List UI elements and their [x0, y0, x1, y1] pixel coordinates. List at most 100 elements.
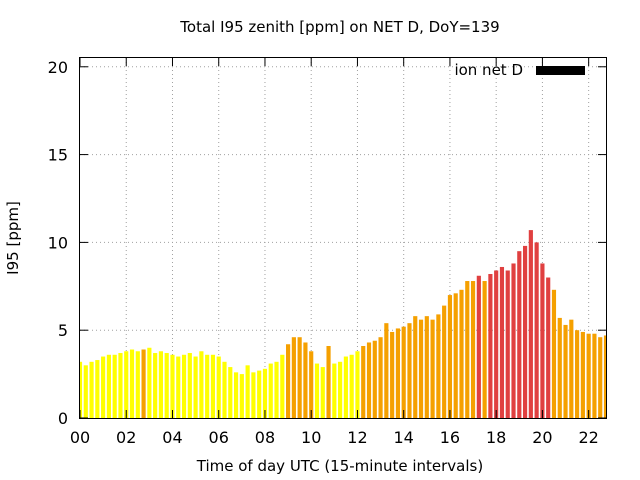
x-tick-label: 06 [209, 428, 229, 447]
bar [320, 367, 325, 418]
y-tick-label: 5 [58, 321, 68, 340]
bar [580, 331, 585, 418]
bar [517, 251, 522, 418]
bar [470, 281, 476, 418]
bar [332, 363, 337, 418]
legend-label: ion net D [454, 61, 523, 79]
bar [153, 353, 158, 418]
bar [118, 353, 123, 418]
x-tick-label: 02 [116, 428, 136, 447]
bar [355, 351, 360, 418]
legend-swatch [536, 66, 585, 75]
x-tick-label: 22 [578, 428, 598, 447]
bar [499, 266, 505, 418]
bar [459, 289, 464, 418]
bar [280, 354, 285, 418]
bar [390, 331, 395, 418]
bar [112, 354, 117, 418]
bar [488, 274, 493, 418]
bar [233, 372, 239, 418]
bar [314, 363, 320, 418]
bar [436, 314, 441, 418]
bar [401, 326, 406, 418]
bar [216, 356, 221, 418]
y-tick-label: 10 [48, 233, 68, 252]
bar [366, 342, 372, 418]
bar [384, 323, 389, 418]
bar [540, 263, 545, 418]
bar [251, 372, 256, 418]
bar [447, 295, 453, 418]
y-tick-label: 20 [48, 58, 68, 77]
bar [210, 354, 216, 418]
bar [158, 351, 164, 418]
bar [603, 335, 606, 418]
bar [378, 337, 383, 418]
x-tick-label: 10 [301, 428, 321, 447]
x-tick-label: 04 [162, 428, 182, 447]
bar [141, 349, 146, 418]
bar [303, 342, 308, 418]
bar [557, 317, 562, 418]
bar [309, 351, 314, 418]
bar [193, 356, 198, 418]
bar [205, 354, 210, 418]
bar [546, 277, 551, 418]
bar [453, 293, 458, 418]
bar [505, 270, 510, 418]
bar [245, 365, 250, 418]
bar [522, 245, 528, 418]
axis-ticks: 0 5 10 15 20 00 02 04 06 08 10 12 14 16 18 20 22 [48, 58, 606, 447]
x-tick-label: 18 [486, 428, 506, 447]
bar [349, 354, 354, 418]
bar [418, 319, 424, 418]
bar [83, 365, 88, 418]
y-tick-label: 15 [48, 146, 68, 165]
x-tick-label: 00 [70, 428, 90, 447]
bar [407, 323, 412, 418]
bar [222, 361, 227, 418]
bar [476, 275, 481, 418]
bar [176, 356, 181, 418]
bar [575, 330, 580, 418]
bar [124, 351, 129, 418]
bar [534, 242, 539, 418]
plot-frame [79, 57, 607, 419]
y-axis-label: I95 [ppm] [4, 201, 22, 275]
x-tick-label: 14 [394, 428, 414, 447]
bar [569, 319, 574, 418]
bar [361, 346, 366, 418]
bar [89, 361, 94, 418]
bar [164, 353, 169, 418]
bar [563, 324, 568, 418]
bar [129, 349, 135, 418]
bar [338, 361, 343, 418]
bar [442, 305, 447, 418]
bar [228, 367, 233, 418]
bar [326, 346, 331, 418]
bar [592, 333, 597, 418]
bar [101, 356, 106, 418]
bar [147, 347, 152, 418]
bar [586, 333, 591, 418]
bar [257, 370, 262, 418]
legend: ion net D [454, 61, 585, 79]
bar [199, 351, 204, 418]
x-tick-label: 12 [347, 428, 367, 447]
bar [395, 328, 400, 418]
bar [551, 289, 557, 418]
bar [494, 270, 499, 418]
bar [465, 281, 470, 418]
bar [181, 354, 187, 418]
y-tick-label: 0 [58, 409, 68, 428]
x-axis-label: Time of day UTC (15-minute intervals) [196, 457, 483, 475]
bar [413, 316, 418, 418]
bar [297, 337, 302, 418]
x-tick-label: 20 [532, 428, 552, 447]
bar [511, 263, 516, 418]
bar [343, 356, 348, 418]
bar [286, 344, 291, 418]
bar [170, 354, 175, 418]
bar [598, 337, 603, 418]
